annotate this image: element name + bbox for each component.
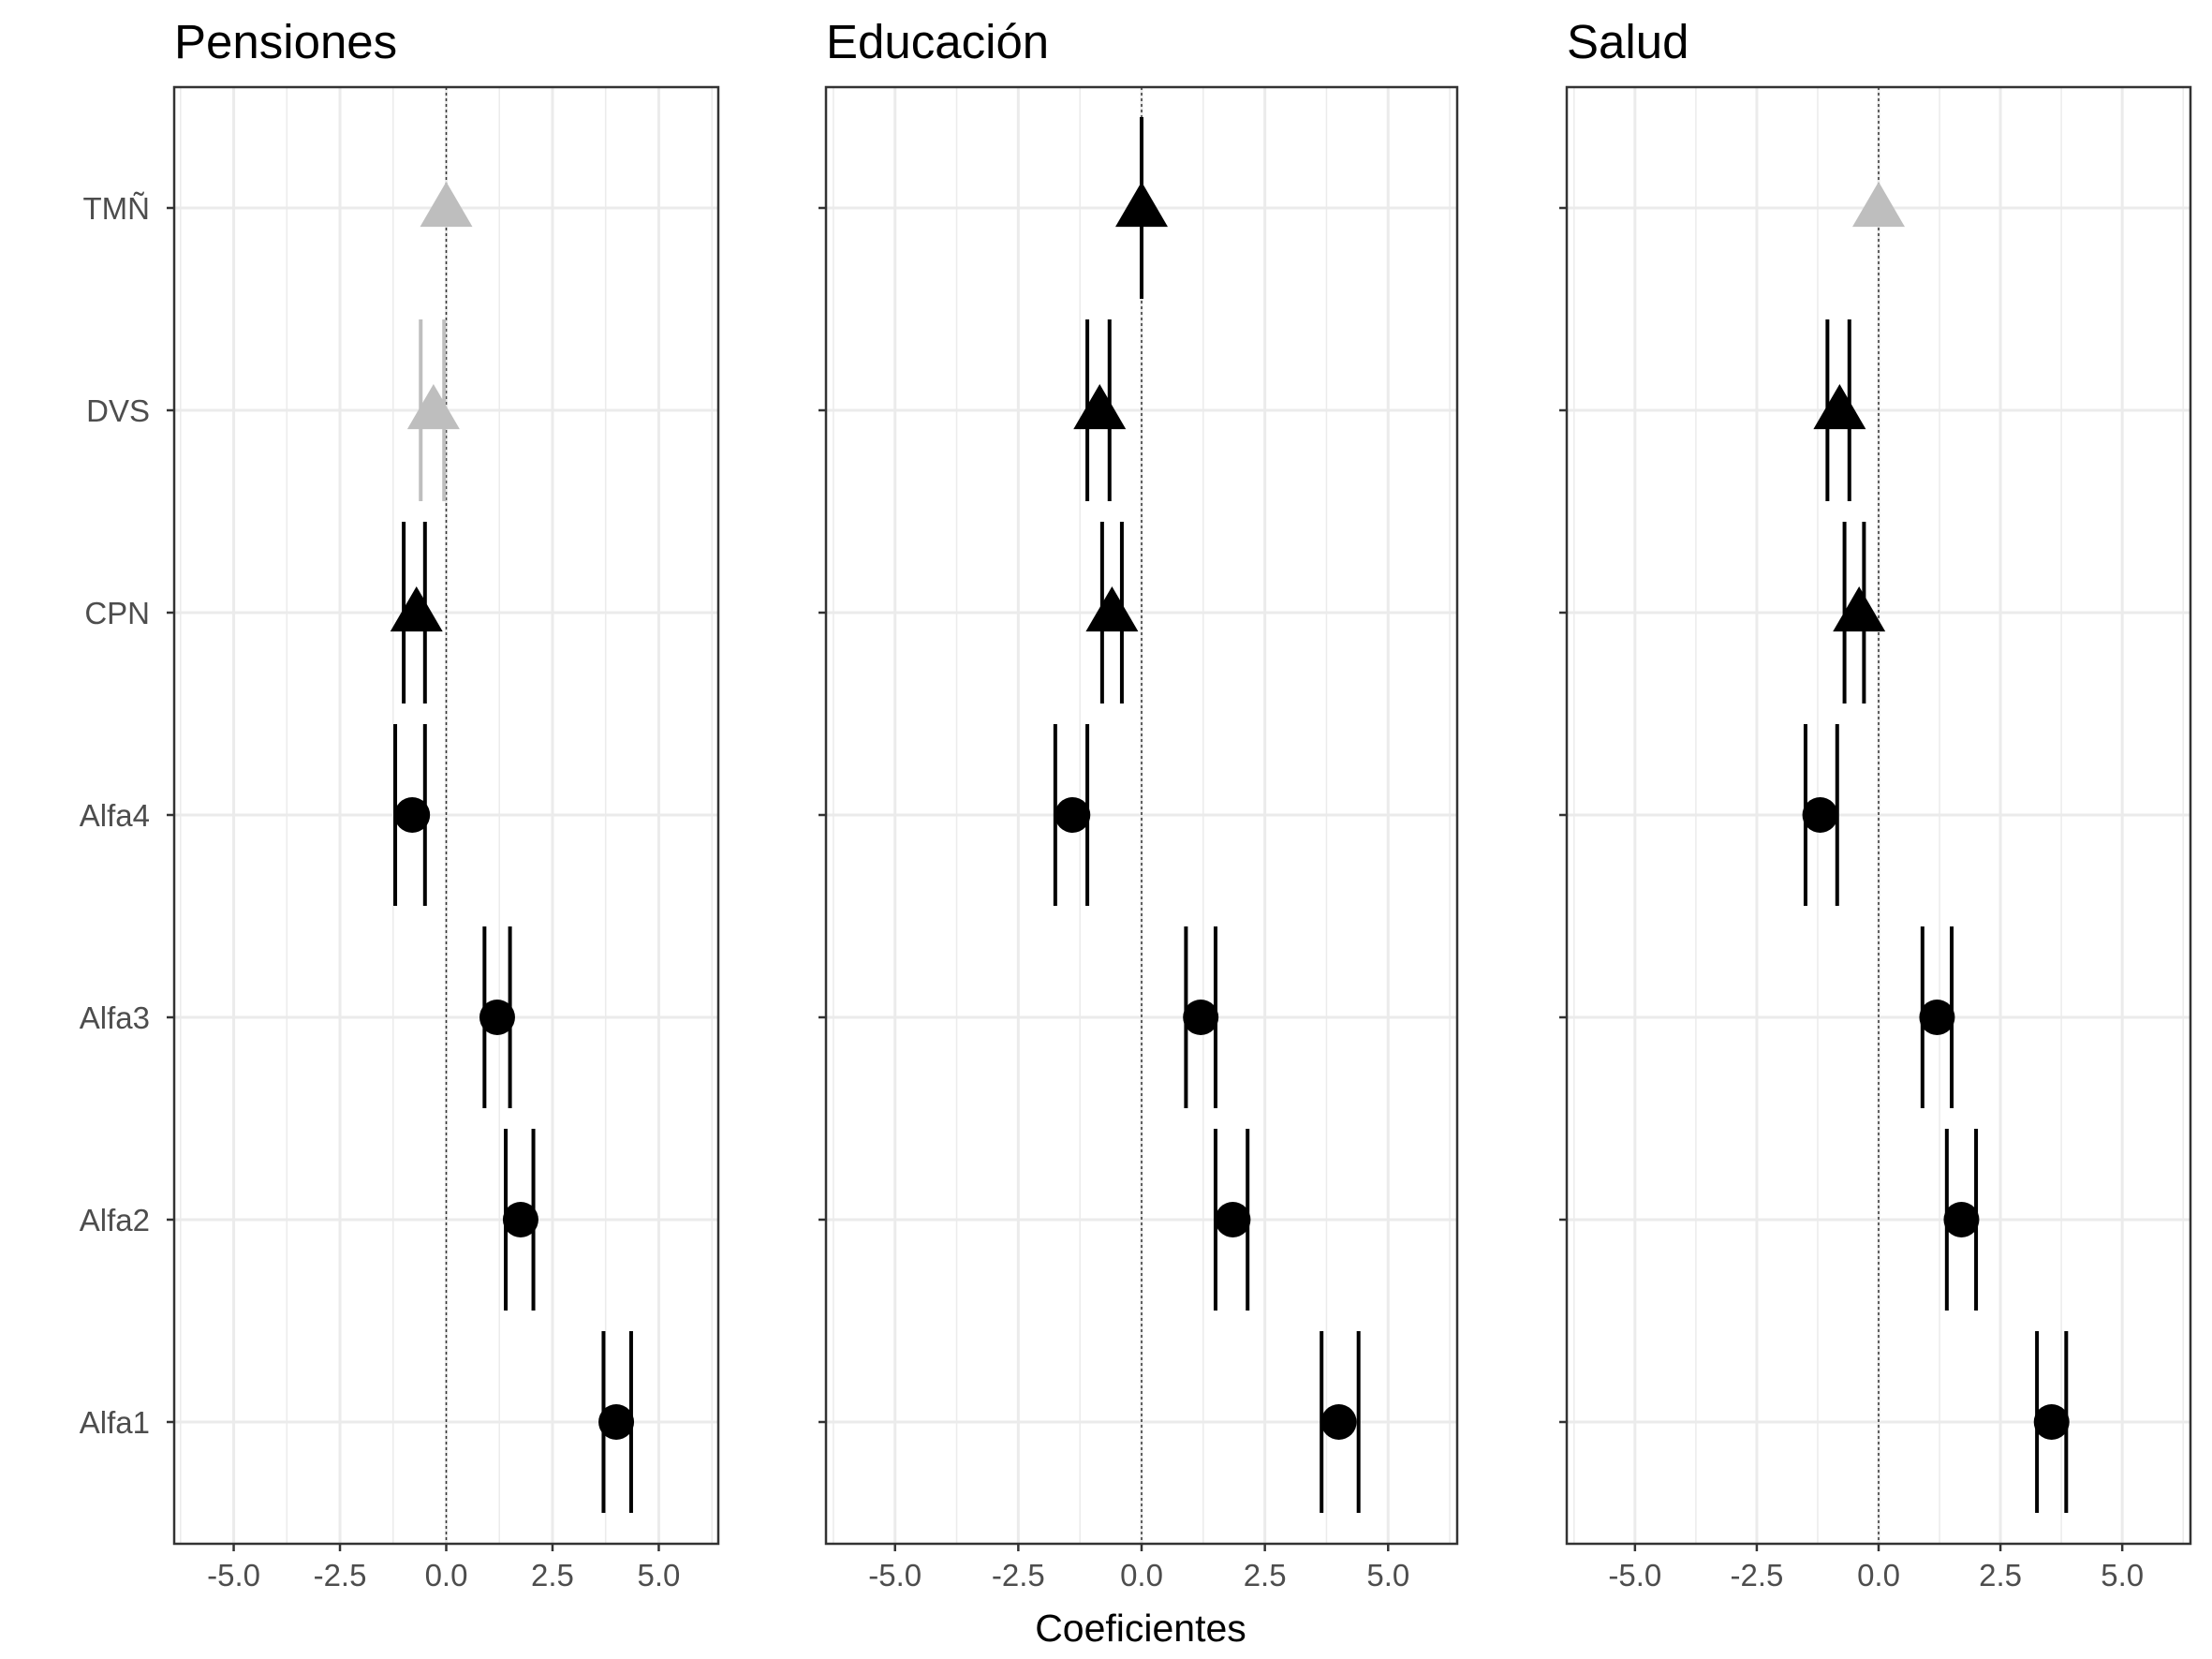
point-DVS bbox=[1073, 319, 1127, 501]
x-tick-label: 5.0 bbox=[638, 1558, 681, 1592]
point-TMÑ bbox=[1852, 182, 1905, 228]
point-Alfa2 bbox=[1213, 1129, 1251, 1311]
estimate-triangle-marker bbox=[1073, 384, 1127, 430]
point-Alfa3 bbox=[1919, 926, 1955, 1108]
point-TMÑ bbox=[420, 182, 473, 228]
point-DVS bbox=[406, 319, 460, 501]
estimate-triangle-marker bbox=[1852, 182, 1905, 228]
estimate-triangle-marker bbox=[1085, 586, 1139, 632]
panel-title: Salud bbox=[1567, 15, 1688, 68]
x-tick-label: 0.0 bbox=[425, 1558, 468, 1592]
estimate-circle-marker bbox=[1183, 1000, 1219, 1035]
point-Alfa1 bbox=[598, 1331, 635, 1513]
x-tick-label: 0.0 bbox=[1120, 1558, 1163, 1592]
estimate-triangle-marker bbox=[1115, 182, 1168, 228]
point-DVS bbox=[1813, 319, 1866, 501]
point-TMÑ bbox=[1115, 117, 1168, 299]
estimate-triangle-marker bbox=[406, 384, 460, 430]
estimate-circle-marker bbox=[598, 1404, 635, 1440]
point-CPN bbox=[1833, 522, 1886, 704]
x-axis-title: Coeficientes bbox=[1035, 1607, 1246, 1650]
panels: TMÑ DVS CPN Alfa4 Alfa3 Alfa2 Alfa1 -5.0 -2.5 0.0… bbox=[80, 15, 2192, 1592]
point-CPN bbox=[1085, 522, 1139, 704]
x-tick-label: 0.0 bbox=[1857, 1558, 1900, 1592]
estimate-circle-marker bbox=[502, 1202, 538, 1237]
x-tick-label: 2.5 bbox=[1244, 1558, 1287, 1592]
point-Alfa3 bbox=[1183, 926, 1219, 1108]
estimate-circle-marker bbox=[1054, 797, 1091, 833]
x-tick-label: -5.0 bbox=[207, 1558, 260, 1592]
y-tick-label: Alfa3 bbox=[80, 1000, 150, 1035]
point-Alfa2 bbox=[502, 1129, 538, 1311]
point-Alfa1 bbox=[1320, 1331, 1361, 1513]
point-Alfa4 bbox=[1053, 724, 1091, 906]
panel-2: -5.0 -2.5 0.0 2.5 5.0 Salud bbox=[1559, 15, 2192, 1592]
estimate-circle-marker bbox=[1215, 1202, 1251, 1237]
estimate-circle-marker bbox=[1943, 1202, 1980, 1237]
estimate-circle-marker bbox=[1919, 1000, 1955, 1035]
x-tick-label: -5.0 bbox=[1608, 1558, 1661, 1592]
y-tick-label: Alfa1 bbox=[80, 1405, 150, 1440]
estimate-circle-marker bbox=[2033, 1404, 2070, 1440]
y-tick-label: Alfa2 bbox=[80, 1203, 150, 1237]
x-tick-label: 5.0 bbox=[2101, 1558, 2144, 1592]
panel-0: TMÑ DVS CPN Alfa4 Alfa3 Alfa2 Alfa1 -5.0 -2.5 0.0… bbox=[80, 15, 720, 1592]
x-tick-label: -5.0 bbox=[868, 1558, 922, 1592]
panel-title: Pensiones bbox=[174, 15, 397, 68]
x-tick-label: 2.5 bbox=[531, 1558, 574, 1592]
x-tick-label: -2.5 bbox=[1730, 1558, 1783, 1592]
point-CPN bbox=[390, 522, 443, 704]
point-Alfa4 bbox=[393, 724, 431, 906]
x-tick-label: -2.5 bbox=[314, 1558, 367, 1592]
x-tick-label: -2.5 bbox=[992, 1558, 1045, 1592]
estimate-circle-marker bbox=[1320, 1404, 1357, 1440]
x-tick-label: 5.0 bbox=[1366, 1558, 1409, 1592]
estimate-triangle-marker bbox=[1833, 586, 1886, 632]
estimate-circle-marker bbox=[479, 1000, 515, 1035]
point-Alfa1 bbox=[2033, 1331, 2070, 1513]
x-tick-label: 2.5 bbox=[1979, 1558, 2022, 1592]
estimate-triangle-marker bbox=[1813, 384, 1866, 430]
estimate-circle-marker bbox=[1802, 797, 1838, 833]
estimate-circle-marker bbox=[394, 797, 431, 833]
estimate-triangle-marker bbox=[420, 182, 473, 228]
panel-1: -5.0 -2.5 0.0 2.5 5.0 Educación bbox=[818, 15, 1459, 1592]
y-tick-label: Alfa4 bbox=[80, 798, 150, 833]
panel-title: Educación bbox=[826, 15, 1049, 68]
point-Alfa3 bbox=[479, 926, 515, 1108]
estimate-triangle-marker bbox=[390, 586, 443, 632]
y-tick-label: DVS bbox=[86, 393, 150, 428]
y-tick-label: TMÑ bbox=[83, 191, 150, 226]
point-Alfa4 bbox=[1802, 724, 1839, 906]
y-tick-label: CPN bbox=[84, 596, 150, 630]
point-Alfa2 bbox=[1943, 1129, 1980, 1311]
